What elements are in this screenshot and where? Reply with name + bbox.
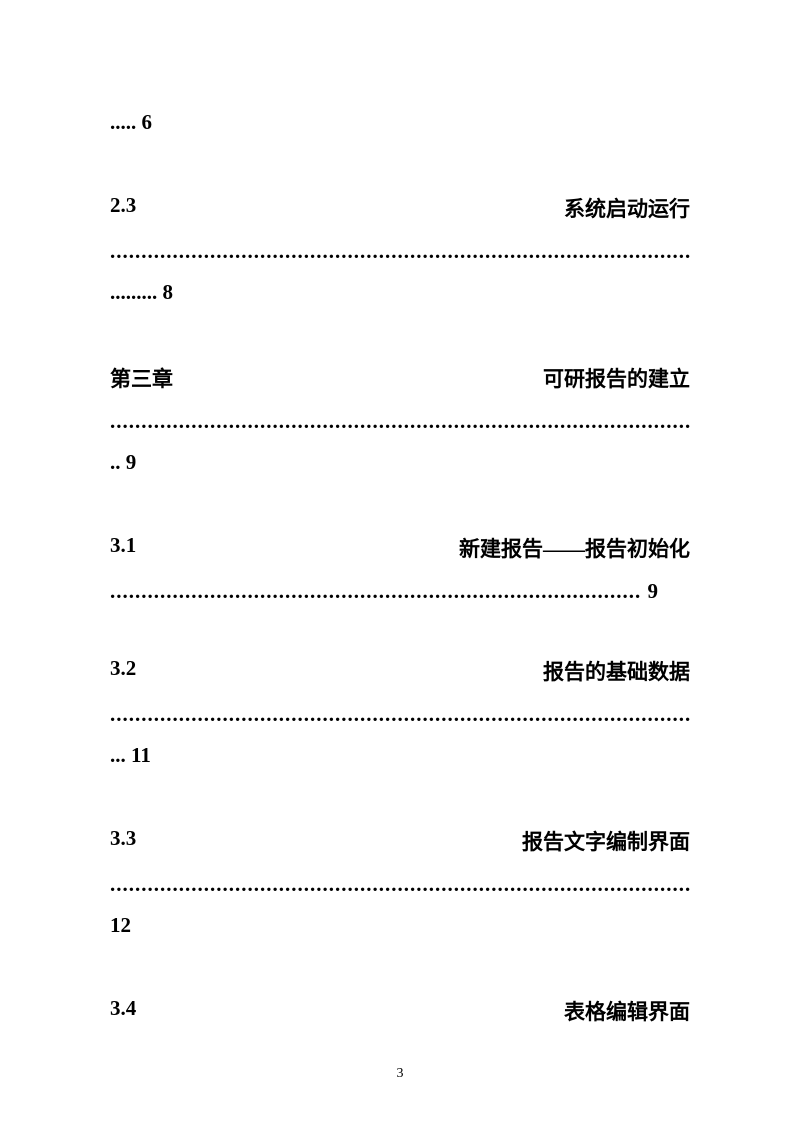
page-number: 3	[0, 1066, 800, 1082]
toc-entry-number: 3.2	[110, 656, 136, 686]
toc-entry-number: 3.1	[110, 533, 136, 563]
toc-entry-dots: ........................................…	[110, 872, 690, 897]
toc-entry: 3.2 报告的基础数据 ............................…	[110, 656, 690, 768]
toc-entry: 第三章 可研报告的建立 ............................…	[110, 363, 690, 475]
toc-entry-header: 3.2 报告的基础数据	[110, 656, 690, 686]
toc-entry-header: 3.1 新建报告——报告初始化	[110, 533, 690, 563]
toc-entry-page: ......... 8	[110, 280, 690, 305]
toc-entry: 2.3 系统启动运行 .............................…	[110, 193, 690, 305]
toc-entry-page: .. 9	[110, 450, 690, 475]
toc-entry-dots-page: ........................................…	[110, 579, 690, 604]
toc-entry-dots: ........................................…	[110, 579, 690, 604]
toc-entry-header: 2.3 系统启动运行	[110, 193, 690, 223]
toc-entry-number: 2.3	[110, 193, 136, 223]
toc-entry-dots: ........................................…	[110, 409, 690, 434]
toc-entry-number: 第三章	[110, 363, 173, 393]
toc-entry-title: 新建报告——报告初始化	[459, 533, 690, 563]
toc-entry-dots: ........................................…	[110, 702, 690, 727]
toc-entry-title: 系统启动运行	[564, 193, 690, 223]
toc-entry-title: 可研报告的建立	[543, 363, 690, 393]
toc-page-content: ..... 6 2.3 系统启动运行 .....................…	[0, 0, 800, 1026]
toc-entry-title: 报告文字编制界面	[522, 826, 690, 856]
toc-entry-header: 3.3 报告文字编制界面	[110, 826, 690, 856]
toc-entry-dots: ........................................…	[110, 239, 690, 264]
toc-entry-number: 3.4	[110, 996, 136, 1026]
toc-entry: 3.1 新建报告——报告初始化 ........................…	[110, 533, 690, 604]
toc-entry-header: 第三章 可研报告的建立	[110, 363, 690, 393]
toc-entry: 3.4 表格编辑界面	[110, 996, 690, 1026]
toc-entry-number: 3.3	[110, 826, 136, 856]
toc-entry-page: 12	[110, 913, 690, 938]
toc-entry: 3.3 报告文字编制界面 ...........................…	[110, 826, 690, 938]
toc-entry-page: ... 11	[110, 743, 690, 768]
toc-entry-title: 表格编辑界面	[564, 996, 690, 1026]
toc-entry-header: 3.4 表格编辑界面	[110, 996, 690, 1026]
toc-orphan-line: ..... 6	[110, 110, 690, 135]
toc-entry-title: 报告的基础数据	[543, 656, 690, 686]
